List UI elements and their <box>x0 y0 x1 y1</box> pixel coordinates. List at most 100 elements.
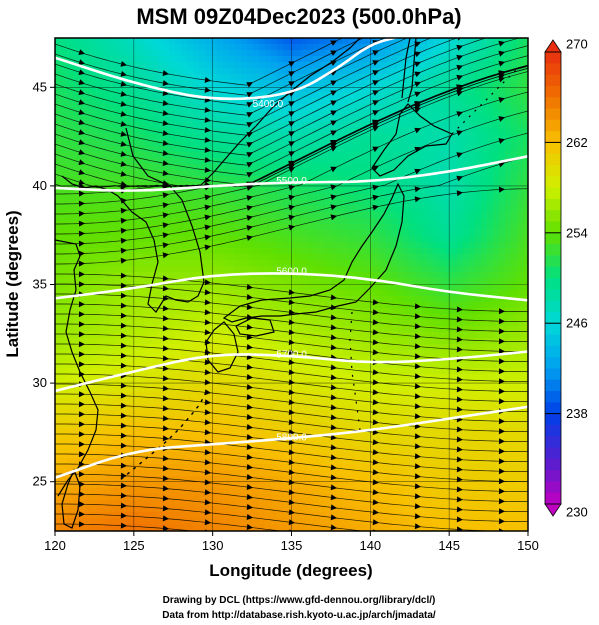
wind-arrow <box>456 190 463 197</box>
wind-arrow <box>78 220 85 227</box>
wind-arrow <box>120 412 127 419</box>
wind-arrow <box>414 323 421 330</box>
wind-arrow <box>414 373 421 380</box>
colorbar-segment <box>545 176 561 189</box>
wind-arrow <box>498 488 505 495</box>
wind-arrow <box>78 89 85 95</box>
wind-arrow <box>498 1 505 7</box>
wind-arrow <box>372 119 379 126</box>
wind-arrow <box>120 402 127 409</box>
wind-arrow <box>78 441 85 448</box>
wind-arrow <box>78 169 85 175</box>
wind-arrow <box>456 386 463 393</box>
x-tick-label: 150 <box>517 538 539 553</box>
wind-arrow <box>78 511 85 518</box>
wind-arrow <box>456 446 463 453</box>
wind-arrow <box>204 399 211 406</box>
wind-arrow <box>246 464 253 470</box>
wind-arrow <box>78 411 85 418</box>
wind-arrow <box>204 499 211 506</box>
wind-arrow <box>372 80 379 86</box>
wind-arrow <box>372 60 379 66</box>
wind-arrow <box>162 425 169 432</box>
wind-arrow <box>456 436 463 443</box>
wind-arrow <box>330 434 337 441</box>
wind-arrow <box>456 74 463 81</box>
colorbar-segment <box>545 108 561 121</box>
wind-arrow <box>498 448 505 455</box>
wind-arrow <box>456 64 463 71</box>
height-contour <box>55 38 400 101</box>
wind-arrow <box>78 139 85 145</box>
wind-arrow <box>120 312 127 319</box>
wind-arrow <box>330 494 337 501</box>
credit-data: Data from http://database.rish.kyoto-u.a… <box>162 610 436 621</box>
wind-arrow <box>498 50 505 57</box>
wind-arrow <box>162 170 169 176</box>
colorbar-segment <box>545 334 561 347</box>
wind-arrow <box>330 374 337 381</box>
wind-arrow <box>498 11 505 17</box>
wind-arrow <box>162 335 169 342</box>
wind-arrow <box>246 414 253 420</box>
wind-arrow <box>456 90 463 97</box>
wind-arrow <box>330 294 337 301</box>
colorbar-segment <box>545 424 561 437</box>
wind-arrow <box>78 69 85 75</box>
wind-arrow <box>372 389 379 396</box>
wind-arrow <box>246 304 253 310</box>
wind-arrow <box>330 194 337 201</box>
wind-arrow <box>288 459 295 466</box>
wind-arrow <box>246 215 253 221</box>
wind-arrow <box>162 160 169 166</box>
wind-arrow <box>162 525 169 531</box>
wind-arrow <box>246 112 253 118</box>
wind-arrow <box>162 475 169 482</box>
wind-arrow <box>414 61 421 68</box>
wind-arrow <box>246 514 253 520</box>
wind-arrow <box>120 101 127 107</box>
contour-label: 5700.0 <box>276 350 307 361</box>
wind-arrow <box>414 32 421 37</box>
height-contour <box>55 272 528 302</box>
wind-arrow <box>456 456 463 463</box>
wind-arrow <box>204 234 211 241</box>
wind-arrow <box>246 374 253 380</box>
wind-arrow <box>204 77 211 83</box>
wind-arrow <box>78 149 85 155</box>
wind-arrow <box>162 385 169 392</box>
wind-arrow <box>162 395 169 402</box>
wind-arrow <box>330 214 337 221</box>
wind-arrow <box>162 202 169 209</box>
colorbar-tick-label: 270 <box>566 37 588 52</box>
wind-arrow <box>246 225 253 231</box>
wind-arrow <box>414 363 421 370</box>
wind-arrow <box>330 384 337 391</box>
contour-label: 5600.0 <box>276 267 307 278</box>
wind-arrow <box>499 548 505 554</box>
wind-arrow <box>372 329 379 336</box>
wind-arrow <box>288 479 295 486</box>
wind-arrow <box>456 506 463 513</box>
colorbar-segment <box>545 187 561 200</box>
wind-arrow <box>498 398 505 405</box>
wind-arrow <box>330 454 337 461</box>
colorbar-segment <box>545 391 561 403</box>
wind-arrow <box>288 329 295 336</box>
wind-arrow <box>330 50 337 56</box>
wind-arrow <box>162 405 169 412</box>
wind-arrow <box>372 126 379 132</box>
wind-arrow <box>330 304 337 311</box>
wind-arrow <box>162 80 169 86</box>
colorbar-segment <box>545 458 561 471</box>
colorbar-min-triangle <box>544 503 562 517</box>
wind-arrow <box>288 449 295 456</box>
wind-arrow <box>162 375 169 382</box>
wind-arrow <box>414 168 421 175</box>
colorbar-segment <box>545 142 561 155</box>
x-tick-label: 145 <box>438 538 460 553</box>
wind-arrow <box>120 121 127 127</box>
wind-arrow <box>456 466 463 473</box>
wind-arrow <box>120 81 127 87</box>
wind-arrow <box>498 31 505 37</box>
